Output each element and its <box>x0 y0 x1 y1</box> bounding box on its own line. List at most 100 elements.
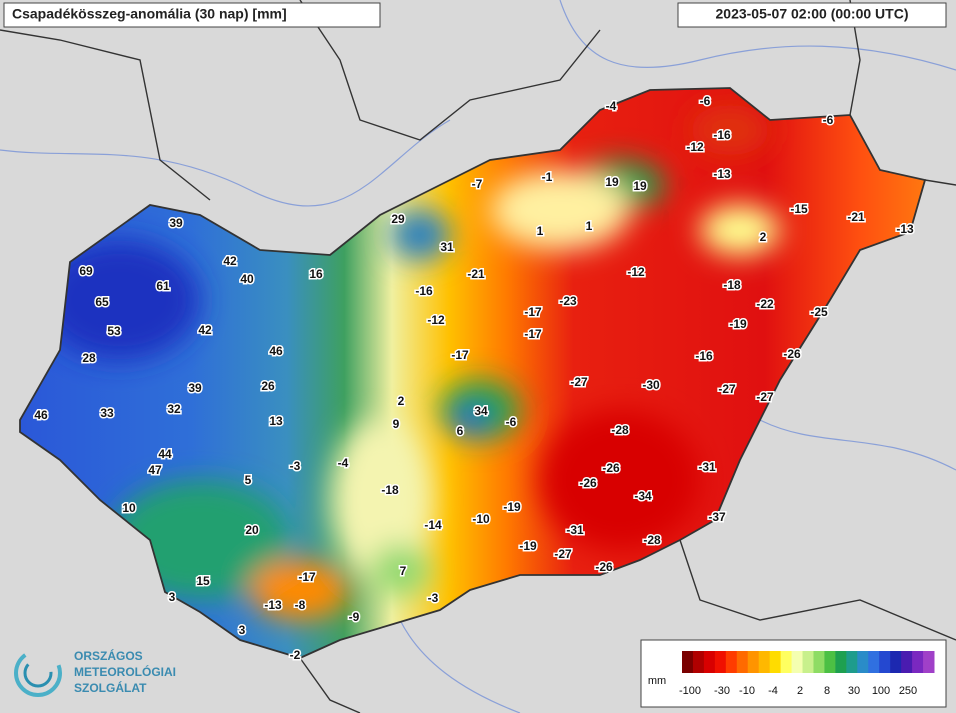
station-value: 26 <box>261 379 275 393</box>
legend-box <box>640 639 947 708</box>
station-value: 44 <box>158 447 172 461</box>
station-value: -31 <box>566 523 584 537</box>
station-value: -28 <box>643 533 661 547</box>
legend-label: 30 <box>848 685 860 697</box>
station-value: -10 <box>472 512 490 526</box>
station-value: -16 <box>415 284 433 298</box>
legend-swatch <box>868 651 880 673</box>
legend-label: -30 <box>714 685 730 697</box>
station-value: 19 <box>605 175 619 189</box>
station-value: -26 <box>579 476 597 490</box>
legend-swatch <box>714 651 727 673</box>
station-value: 2 <box>398 394 405 408</box>
station-value: -26 <box>602 461 620 475</box>
station-value: 3 <box>239 623 246 637</box>
station-value: -27 <box>554 547 572 561</box>
legend-swatch <box>824 651 836 673</box>
station-value: 1 <box>586 219 593 233</box>
station-value: -4 <box>338 456 349 470</box>
station-value: 39 <box>169 216 183 230</box>
legend-label: -4 <box>768 685 778 697</box>
station-value: -3 <box>428 591 439 605</box>
station-value: -17 <box>524 327 542 341</box>
station-value: 15 <box>196 574 210 588</box>
legend-swatch <box>923 651 935 673</box>
logo: ORSZÁGOS METEOROLÓGIAI SZOLGÁLAT <box>14 648 176 697</box>
station-value: -18 <box>723 278 741 292</box>
legend-label: 8 <box>824 685 830 697</box>
station-value: -6 <box>506 415 517 429</box>
station-value: -13 <box>896 222 914 236</box>
station-value: 29 <box>391 212 405 226</box>
legend-swatch <box>747 651 760 673</box>
legend-swatch <box>758 651 771 673</box>
station-value: -9 <box>349 610 360 624</box>
legend-swatch <box>736 651 749 673</box>
station-value: -13 <box>713 167 731 181</box>
station-value: -31 <box>698 460 716 474</box>
legend-swatch <box>912 651 924 673</box>
logo-icon <box>23 658 53 688</box>
station-value: -27 <box>570 375 588 389</box>
station-value: -37 <box>708 510 726 524</box>
station-value: 19 <box>633 179 647 193</box>
legend-label: 2 <box>797 685 803 697</box>
station-value: -8 <box>295 598 306 612</box>
station-value: 42 <box>223 254 237 268</box>
station-value: -25 <box>810 305 828 319</box>
station-value: -17 <box>524 305 542 319</box>
legend-swatch <box>901 651 913 673</box>
station-value: -17 <box>451 348 469 362</box>
legend-label: 100 <box>872 685 890 697</box>
station-value: 6 <box>457 424 464 438</box>
station-value: -30 <box>642 378 660 392</box>
station-value: 7 <box>400 564 407 578</box>
legend-label: 250 <box>899 685 917 697</box>
station-value: -22 <box>756 297 774 311</box>
station-value: 47 <box>148 463 162 477</box>
legend-swatch <box>857 651 869 673</box>
station-value: 20 <box>245 523 259 537</box>
station-value: 32 <box>167 402 181 416</box>
legend-unit: mm <box>648 675 666 687</box>
station-value: -12 <box>627 265 645 279</box>
station-value: 69 <box>79 264 93 278</box>
station-value: -27 <box>756 390 774 404</box>
station-value: 46 <box>269 344 283 358</box>
station-value: 34 <box>474 404 488 418</box>
station-value: -23 <box>559 294 577 308</box>
station-value: -16 <box>713 128 731 142</box>
station-value: 39 <box>188 381 202 395</box>
legend-swatch <box>725 651 738 673</box>
station-value: -2 <box>290 648 301 662</box>
legend-swatch <box>802 651 814 673</box>
logo-icon <box>14 649 62 697</box>
station-value: 9 <box>393 417 400 431</box>
station-value: 40 <box>240 272 254 286</box>
legend-swatch <box>846 651 858 673</box>
station-value: -6 <box>700 94 711 108</box>
legend-label: -10 <box>739 685 755 697</box>
legend: -100 -30 -10 -4 2 8 30 100 250 <box>679 651 935 697</box>
station-value: -26 <box>783 347 801 361</box>
legend-swatch <box>835 651 847 673</box>
station-value: 13 <box>269 414 283 428</box>
legend-swatch <box>813 651 825 673</box>
station-value: -12 <box>427 313 445 327</box>
station-value: -34 <box>634 489 652 503</box>
station-value: -27 <box>718 382 736 396</box>
station-value: -12 <box>686 140 704 154</box>
station-value: -6 <box>823 113 834 127</box>
station-value: -17 <box>298 570 316 584</box>
legend-swatch <box>879 651 891 673</box>
station-value: 1 <box>537 224 544 238</box>
timestamp-box <box>677 2 947 28</box>
station-value: -14 <box>424 518 442 532</box>
station-value: 53 <box>107 324 121 338</box>
legend-swatch <box>682 651 694 673</box>
logo-text: SZOLGÁLAT <box>74 680 147 695</box>
